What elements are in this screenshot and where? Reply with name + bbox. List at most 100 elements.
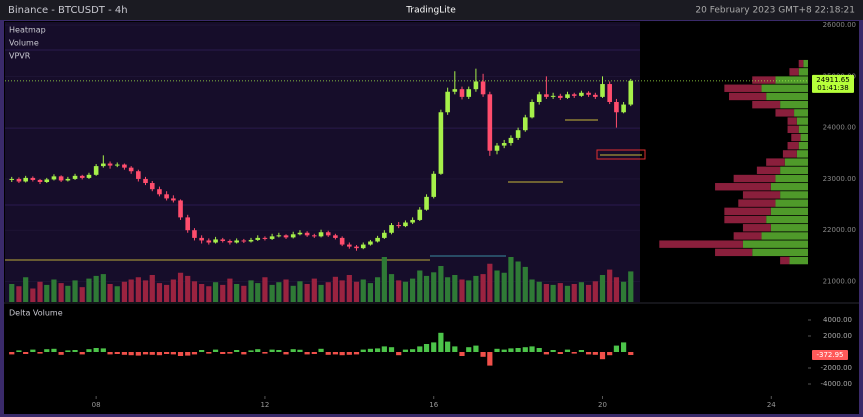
delta-bar [164, 352, 170, 354]
candle-body [375, 237, 380, 242]
delta-bar [283, 352, 289, 355]
vpvr-buy [752, 248, 808, 257]
delta-bar [185, 352, 191, 356]
candle-body [178, 200, 183, 218]
delta-bar [417, 346, 423, 352]
delta-bar [431, 342, 437, 352]
volume-bar [360, 279, 366, 302]
delta-bar [325, 352, 331, 355]
candle-body [248, 239, 254, 242]
vpvr-buy [775, 199, 808, 207]
delta-bar [487, 352, 493, 366]
volume-bar [557, 283, 563, 302]
volume-bar [9, 284, 15, 302]
vpvr-sell [733, 232, 762, 240]
candle-body [213, 239, 218, 243]
candle-body [122, 164, 127, 168]
volume-bar [628, 271, 634, 302]
candle-body [227, 240, 233, 243]
delta-bar [135, 352, 141, 356]
vpvr-sell [659, 240, 743, 248]
delta-bar [585, 352, 592, 355]
candle-body [30, 177, 36, 180]
volume-bar [199, 284, 205, 302]
candle-body [459, 89, 465, 97]
volume-bar [185, 275, 191, 302]
indicator[interactable]: Heatmap [9, 26, 46, 35]
volume-bar [234, 284, 240, 302]
delta-bar [227, 352, 233, 354]
volume-bar [79, 287, 85, 302]
vpvr-buy [780, 166, 808, 175]
vpvr-sell [787, 117, 797, 125]
delta-bar [248, 350, 254, 352]
volume-bar [452, 275, 458, 302]
vpvr-sell [787, 125, 799, 133]
delta-bar [72, 350, 78, 352]
volume-bar [543, 284, 549, 302]
candle-body [558, 95, 563, 98]
volume-bar [578, 282, 585, 302]
delta-bar [374, 348, 381, 352]
delta-bar [396, 352, 402, 356]
volume-bar [613, 277, 620, 302]
y2-tick-label: 4000.00 [823, 316, 852, 324]
volume-bar [332, 276, 338, 302]
vpvr-sell [789, 68, 799, 76]
y2-tick-label: -2000.00 [821, 364, 852, 372]
delta-bar [543, 352, 549, 355]
candle-body [65, 178, 71, 181]
delta-bar [16, 350, 22, 352]
delta-bar [621, 342, 627, 352]
x-tick-label: 24 [767, 401, 776, 409]
volume-bar [16, 286, 22, 302]
delta-bar [402, 349, 409, 352]
delta-bar [269, 349, 275, 352]
delta-bar [381, 346, 387, 352]
vpvr-buy [800, 133, 808, 142]
candle-body [185, 217, 191, 231]
delta-bar [599, 352, 606, 360]
candle-body [544, 94, 549, 97]
indicator[interactable]: VPVR [9, 52, 31, 61]
logo: TradingLite [405, 6, 456, 16]
candle-body [501, 143, 507, 146]
vpvr-buy [789, 256, 808, 265]
indicator[interactable]: Volume [9, 39, 39, 48]
candle-body [445, 91, 450, 113]
delta-bar [318, 348, 324, 352]
candle-body [487, 94, 493, 151]
candle-body [360, 244, 366, 249]
vpvr-sell [738, 199, 776, 207]
vpvr-sell [787, 142, 799, 150]
panel-title: Delta Volume [9, 309, 63, 318]
volume-bar [121, 281, 128, 302]
volume-bar [487, 263, 493, 302]
candle-body [410, 219, 415, 223]
highlight-box [596, 149, 646, 160]
vpvr-buy [798, 68, 808, 76]
vpvr-buy [794, 109, 808, 117]
candle-body [452, 89, 458, 92]
delta-bar [332, 352, 338, 355]
candle-body [255, 237, 261, 240]
volume-bar [318, 284, 324, 302]
candle-body [593, 94, 598, 97]
volume-bar [58, 283, 64, 302]
delta-bar [58, 352, 64, 355]
delta-bar [346, 352, 352, 355]
delta-bar [191, 352, 198, 355]
candle-body [550, 95, 556, 97]
delta-last-label: -372.95 [816, 351, 843, 359]
volume-bar [508, 257, 514, 302]
delta-bar [571, 352, 577, 354]
x-tick-label: 20 [598, 401, 607, 409]
volume-bar [156, 283, 163, 302]
volume-bar [107, 284, 113, 302]
vpvr-buy [775, 76, 808, 84]
vpvr-sell [733, 174, 776, 183]
y-tick-label: 26000.00 [823, 21, 856, 29]
volume-bar [529, 279, 535, 302]
volume-bar [423, 275, 430, 302]
